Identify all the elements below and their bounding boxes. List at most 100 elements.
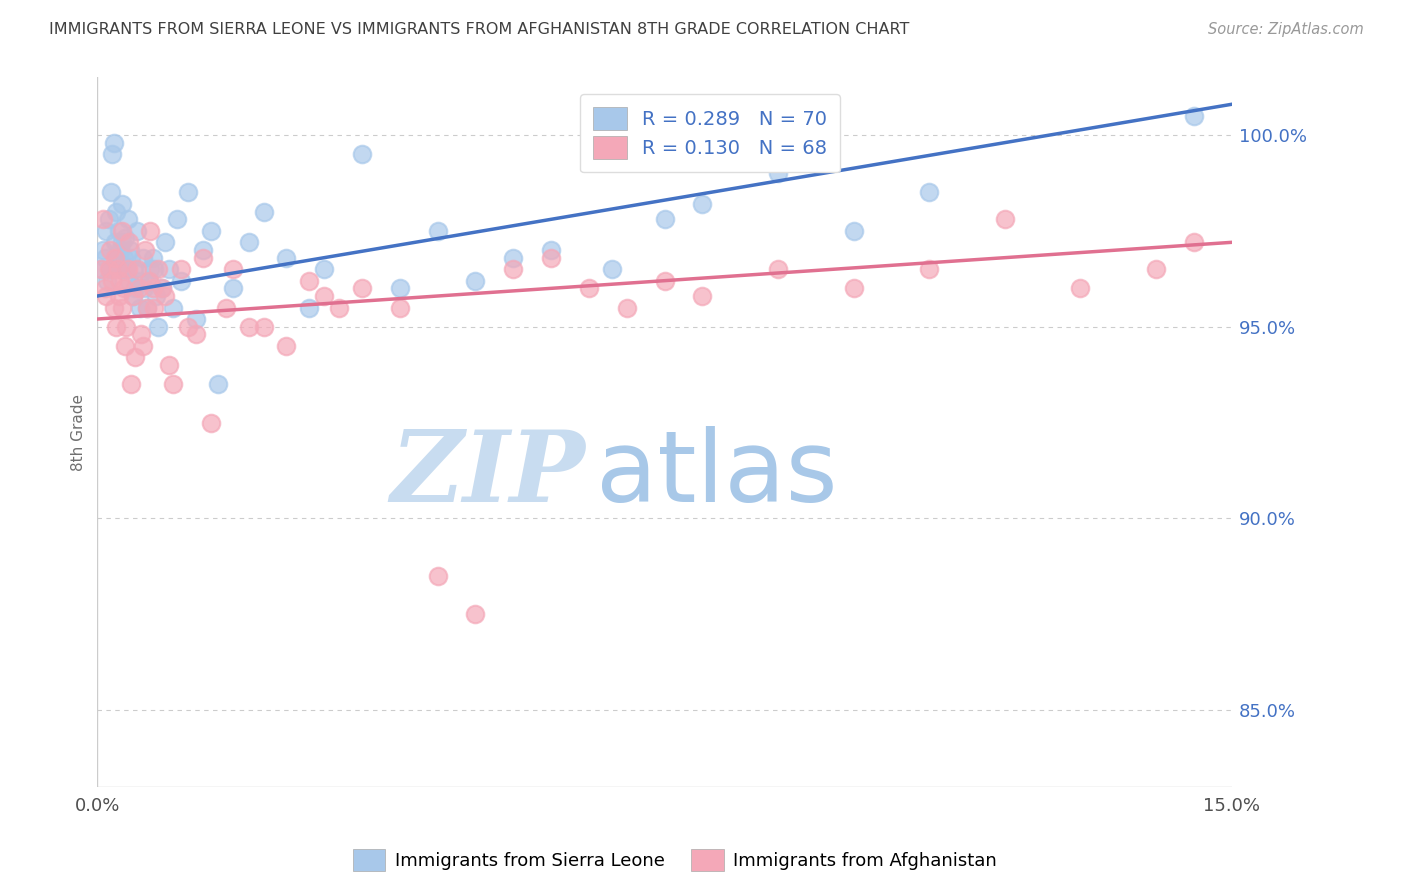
- Point: [129, 301, 152, 315]
- Point: [350, 147, 373, 161]
- Point: [654, 212, 676, 227]
- Point: [253, 319, 276, 334]
- Point: [107, 251, 129, 265]
- Legend: R = 0.289   N = 70, R = 0.130   N = 68: R = 0.289 N = 70, R = 0.130 N = 68: [579, 94, 839, 172]
- Point: [100, 186, 122, 200]
- Point: [1144, 262, 1167, 277]
- Point: [145, 289, 167, 303]
- Point: [426, 569, 449, 583]
- Point: [139, 224, 162, 238]
- Point: [388, 301, 411, 315]
- Point: [104, 251, 127, 265]
- Point: [118, 274, 141, 288]
- Point: [107, 289, 129, 303]
- Point: [93, 243, 115, 257]
- Point: [110, 235, 132, 250]
- Point: [101, 147, 124, 161]
- Point: [98, 262, 121, 277]
- Point: [918, 186, 941, 200]
- Point: [388, 281, 411, 295]
- Point: [578, 281, 600, 295]
- Point: [108, 274, 131, 288]
- Point: [94, 281, 117, 295]
- Point: [616, 301, 638, 315]
- Point: [200, 416, 222, 430]
- Point: [177, 186, 200, 200]
- Point: [314, 262, 336, 277]
- Point: [193, 251, 215, 265]
- Point: [97, 212, 120, 227]
- Point: [1182, 109, 1205, 123]
- Point: [135, 301, 157, 315]
- Point: [117, 262, 139, 277]
- Point: [122, 262, 145, 277]
- Point: [138, 274, 160, 288]
- Text: atlas: atlas: [596, 426, 838, 524]
- Point: [143, 262, 166, 277]
- Point: [118, 243, 141, 257]
- Point: [142, 251, 165, 265]
- Point: [94, 251, 117, 265]
- Point: [157, 262, 180, 277]
- Point: [253, 204, 276, 219]
- Point: [125, 224, 148, 238]
- Point: [162, 301, 184, 315]
- Point: [162, 377, 184, 392]
- Point: [146, 262, 169, 277]
- Point: [184, 327, 207, 342]
- Point: [464, 274, 486, 288]
- Point: [169, 274, 191, 288]
- Point: [692, 197, 714, 211]
- Point: [103, 301, 125, 315]
- Point: [97, 262, 120, 277]
- Point: [112, 281, 135, 295]
- Point: [166, 212, 188, 227]
- Point: [108, 243, 131, 257]
- Point: [120, 251, 142, 265]
- Point: [600, 262, 623, 277]
- Point: [104, 235, 127, 250]
- Point: [134, 281, 156, 295]
- Point: [128, 274, 150, 288]
- Point: [96, 289, 118, 303]
- Point: [115, 319, 138, 334]
- Point: [129, 327, 152, 342]
- Point: [146, 319, 169, 334]
- Y-axis label: 8th Grade: 8th Grade: [72, 393, 86, 471]
- Point: [111, 301, 134, 315]
- Point: [90, 262, 112, 277]
- Point: [117, 212, 139, 227]
- Point: [918, 262, 941, 277]
- Point: [314, 289, 336, 303]
- Point: [350, 281, 373, 295]
- Point: [276, 339, 298, 353]
- Point: [142, 281, 165, 295]
- Point: [115, 262, 138, 277]
- Point: [298, 301, 321, 315]
- Point: [298, 274, 321, 288]
- Point: [328, 301, 350, 315]
- Point: [96, 224, 118, 238]
- Point: [135, 301, 157, 315]
- Point: [124, 351, 146, 365]
- Point: [766, 166, 789, 180]
- Text: IMMIGRANTS FROM SIERRA LEONE VS IMMIGRANTS FROM AFGHANISTAN 8TH GRADE CORRELATIO: IMMIGRANTS FROM SIERRA LEONE VS IMMIGRAN…: [49, 22, 910, 37]
- Point: [222, 281, 245, 295]
- Point: [502, 262, 524, 277]
- Point: [103, 136, 125, 150]
- Point: [994, 212, 1017, 227]
- Point: [155, 289, 177, 303]
- Point: [143, 301, 166, 315]
- Point: [114, 339, 136, 353]
- Point: [150, 281, 173, 295]
- Point: [90, 262, 112, 277]
- Point: [1182, 235, 1205, 250]
- Point: [111, 197, 134, 211]
- Text: Source: ZipAtlas.com: Source: ZipAtlas.com: [1208, 22, 1364, 37]
- Point: [238, 319, 260, 334]
- Point: [654, 274, 676, 288]
- Point: [128, 281, 150, 295]
- Point: [692, 289, 714, 303]
- Point: [112, 251, 135, 265]
- Point: [842, 224, 865, 238]
